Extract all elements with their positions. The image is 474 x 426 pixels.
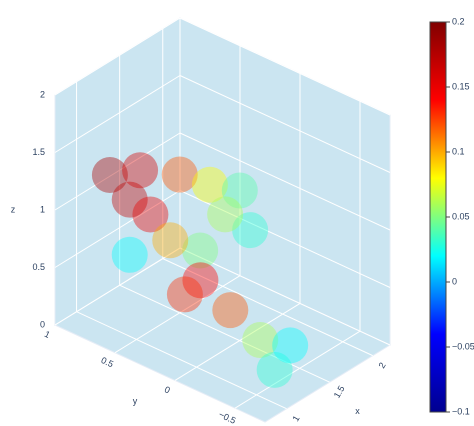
grid-line <box>179 247 391 346</box>
grid-line <box>119 284 330 383</box>
colorbar-tick-label: 0.2 <box>452 16 465 26</box>
volume-cell <box>242 322 279 359</box>
colorbar-tick-label: 0.1 <box>452 146 465 156</box>
z-axis-title: z <box>11 204 16 214</box>
volume-cell <box>212 292 249 329</box>
colorbar-tick-label: −0.1 <box>452 406 470 416</box>
volume-cell <box>256 351 293 388</box>
y-tick-label: 0 <box>163 384 172 395</box>
volume-cell <box>111 181 148 218</box>
grid-line <box>179 75 391 173</box>
x-tick-label: 2 <box>377 361 388 370</box>
colorbar <box>429 21 447 413</box>
z-tick-label: 1 <box>40 204 45 214</box>
x-axis-title: x <box>355 406 360 416</box>
grid-line <box>54 190 181 268</box>
volume-cell <box>122 152 159 189</box>
grid-line <box>114 275 241 354</box>
volume-cell <box>152 222 189 259</box>
grid-line <box>179 17 391 116</box>
z-tick-label: 0 <box>40 319 45 329</box>
grid-line <box>234 330 361 409</box>
volume-cell <box>91 157 128 194</box>
y-tick-label: 0.5 <box>99 355 115 369</box>
volume-cell <box>161 156 198 193</box>
grid-line <box>76 311 287 410</box>
volume-cell <box>182 232 219 269</box>
grid-line <box>162 258 373 357</box>
grid-line <box>54 75 181 153</box>
z-tick-label: 1.5 <box>32 147 45 157</box>
grid-line <box>174 303 301 381</box>
colorbar-tick-label: 0.15 <box>452 81 470 91</box>
volume-cell <box>111 236 148 273</box>
volume-cell <box>182 262 219 299</box>
y-axis-title: y <box>133 396 138 406</box>
grid-line <box>179 190 391 288</box>
colorbar-tick-label: 0.05 <box>452 211 470 221</box>
volume-cell <box>232 212 269 249</box>
volume-cell <box>207 196 244 233</box>
x-tick-label: 1.5 <box>332 384 347 400</box>
colorbar-tick-label: −0.05 <box>452 341 474 351</box>
volume-cell <box>272 327 309 364</box>
z-tick-label: 2 <box>40 89 45 99</box>
volume-cell <box>166 276 203 313</box>
volume-cell <box>191 166 228 203</box>
volume-cell <box>132 196 169 233</box>
grid-line <box>54 247 181 326</box>
y-tick-label: −0.5 <box>217 409 237 426</box>
grid-line <box>54 17 181 96</box>
grid-line <box>54 132 181 211</box>
grid-line <box>179 132 391 231</box>
x-tick-label: 1 <box>290 414 301 423</box>
volume-cell <box>221 172 258 209</box>
colorbar-tick-label: 0 <box>452 276 457 286</box>
y-tick-label: 1 <box>43 329 52 340</box>
z-tick-label: 0.5 <box>32 262 45 272</box>
